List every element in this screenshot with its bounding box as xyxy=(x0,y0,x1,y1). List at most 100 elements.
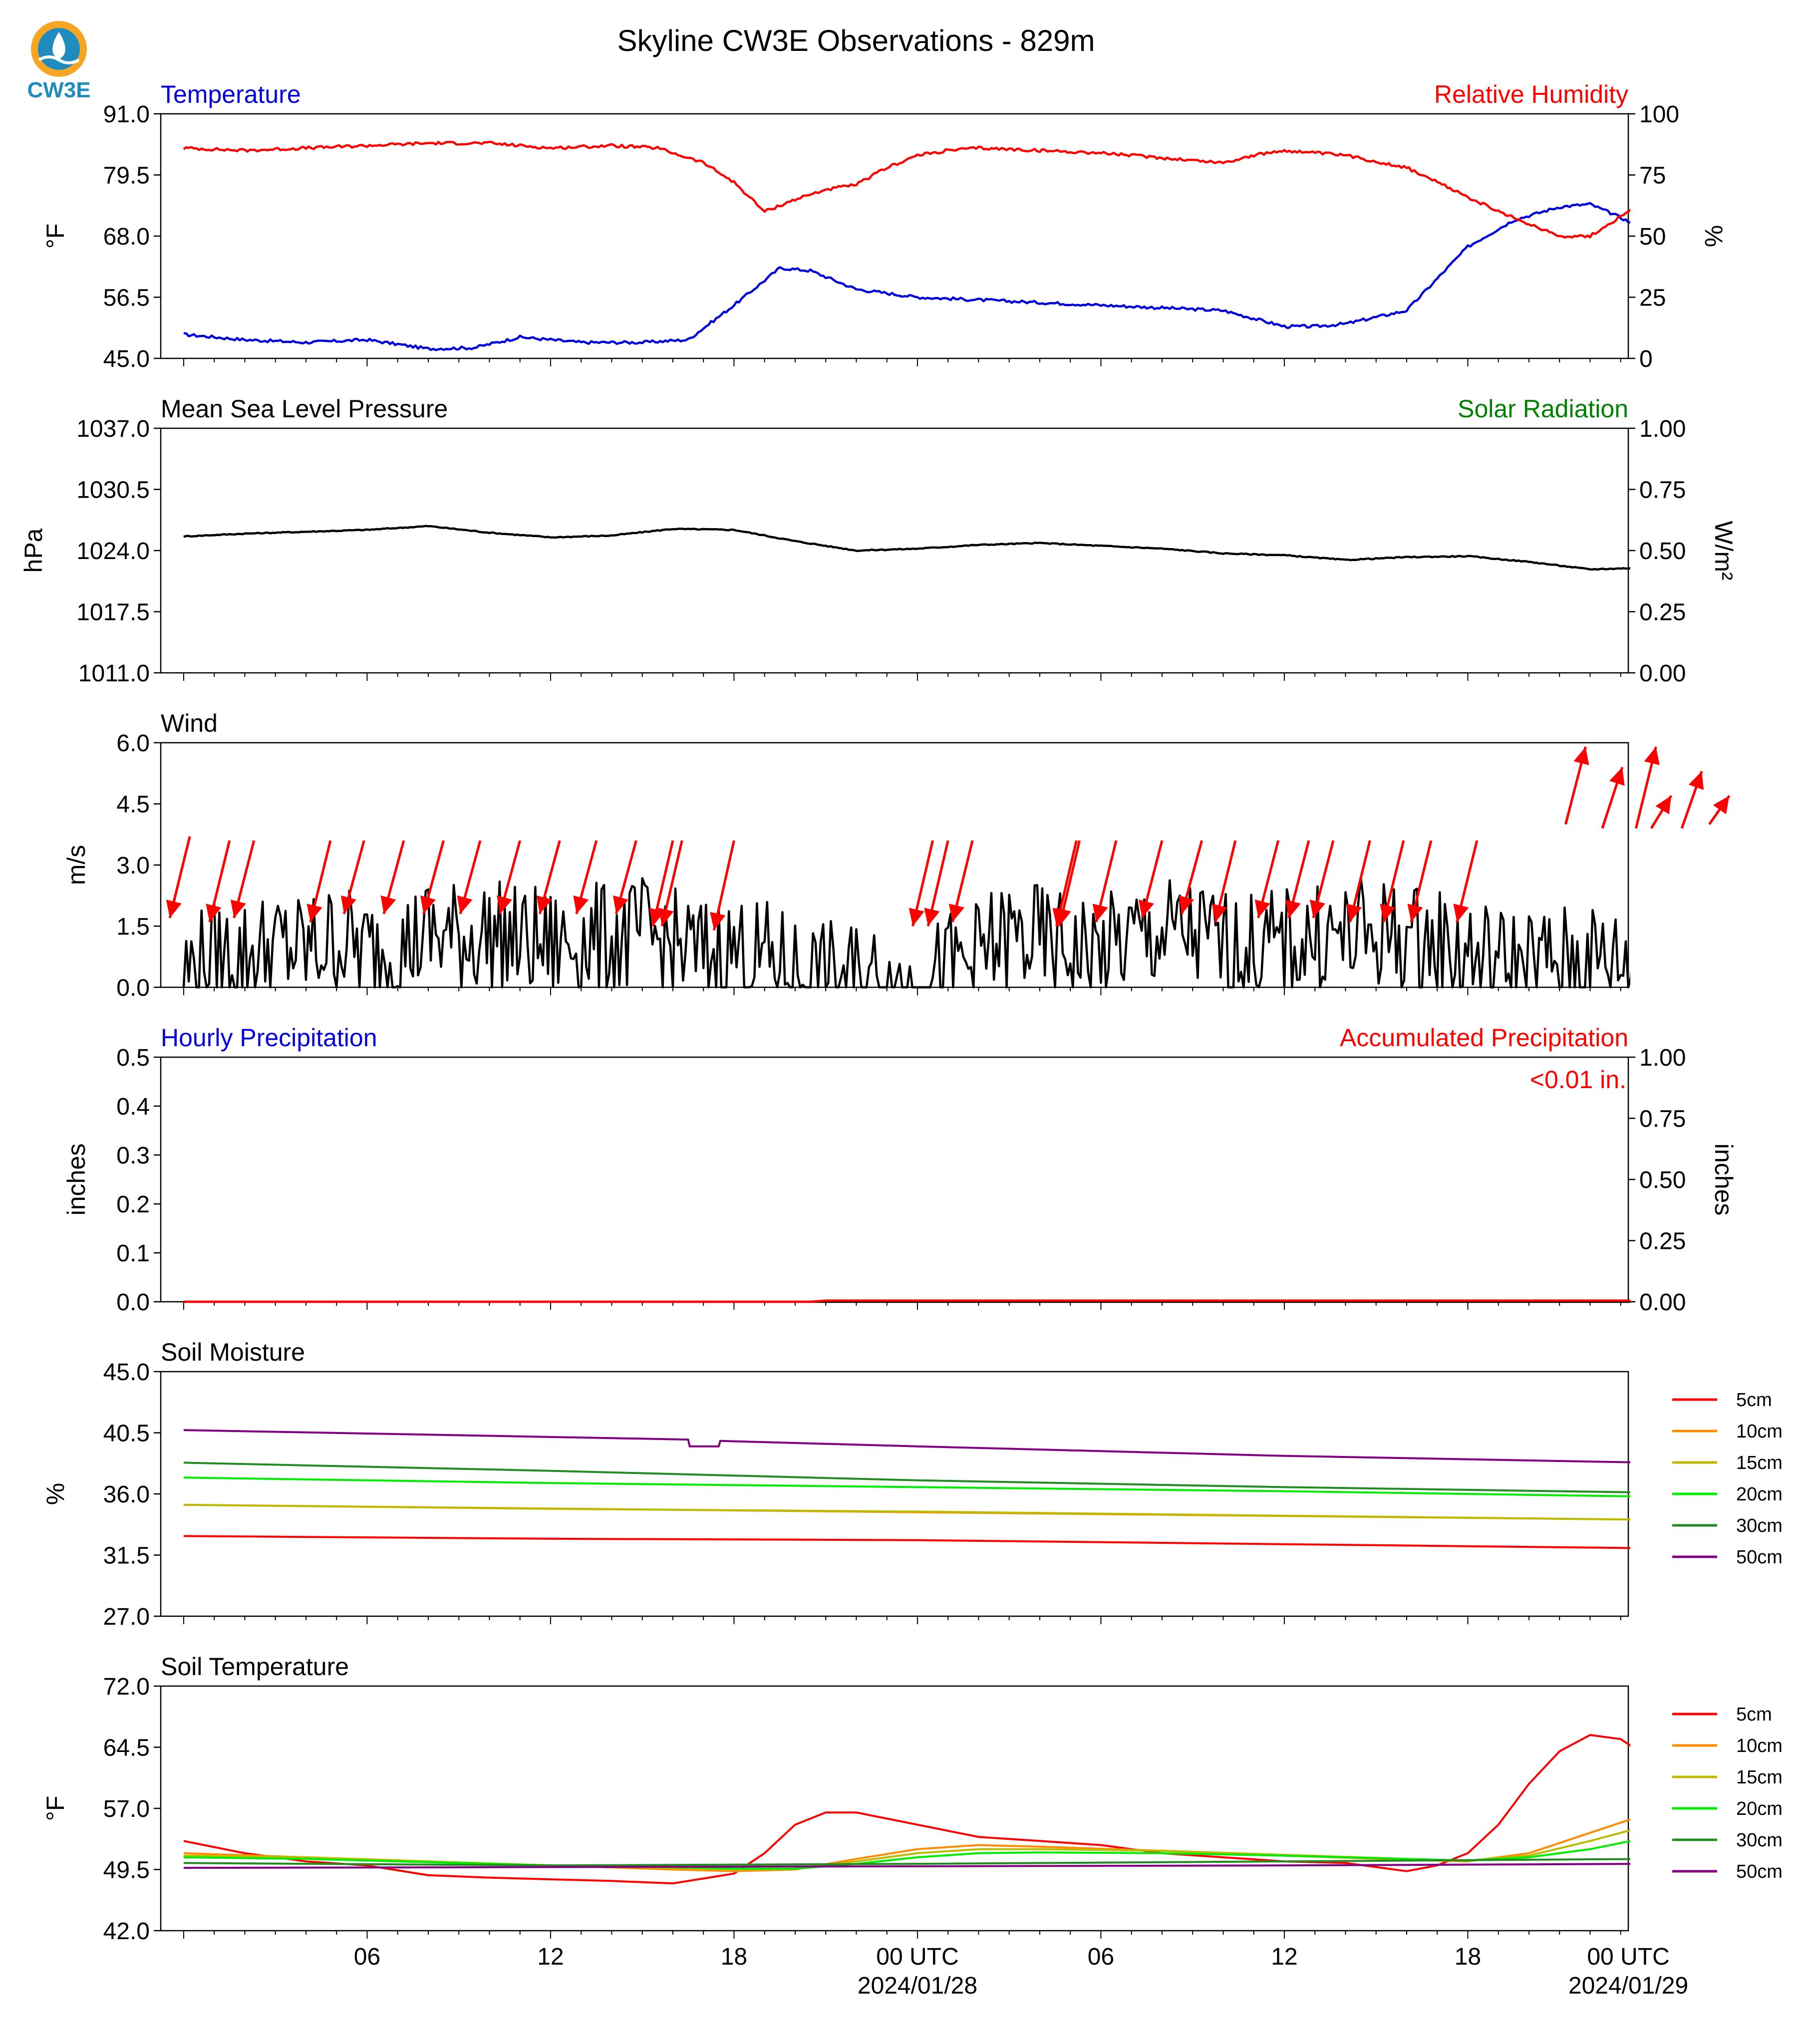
panel-left-label: Wind xyxy=(161,709,218,737)
panel-left-label: Hourly Precipitation xyxy=(161,1024,377,1052)
wind-arrow-head xyxy=(340,895,356,914)
series-line-50cm xyxy=(183,1863,1630,1869)
y2-tick-label: 0.75 xyxy=(1639,1106,1686,1133)
panel-6: Soil Temperature 42.0 49.5 57.0 64.5 72.0 °F 5c… xyxy=(41,1653,1783,1945)
panel-right-label: Solar Radiation xyxy=(1458,395,1628,423)
x-tick-label: 18 xyxy=(721,1944,747,1970)
x-tick-label: 00 UTC xyxy=(1587,1944,1669,1970)
series-line-left-axis xyxy=(182,876,1630,989)
series-line-right-axis xyxy=(183,140,1630,239)
wind-arrow-head xyxy=(573,895,589,914)
y-tick-label: 91.0 xyxy=(103,101,150,128)
y-axis-label: hPa xyxy=(19,528,47,573)
series-line-left-axis xyxy=(183,525,1630,571)
legend-entry-10cm: 10cm xyxy=(1736,1736,1783,1756)
y2-tick-label: 25 xyxy=(1639,285,1666,311)
series-group xyxy=(183,1429,1630,1549)
wind-arrow-head xyxy=(420,895,436,914)
y2-tick-label: 0.50 xyxy=(1639,1167,1686,1193)
y-tick-label: 0.4 xyxy=(116,1094,150,1120)
wind-arrow-head xyxy=(1092,903,1108,922)
y2-tick-label: 1.00 xyxy=(1639,1045,1686,1071)
series-group xyxy=(183,140,1630,351)
legend-entry-30cm: 30cm xyxy=(1736,1830,1783,1851)
series-line-15cm xyxy=(183,1829,1630,1871)
y-tick-label: 79.5 xyxy=(103,163,150,189)
panel-1: Temperature Relative Humidity 45.0 56.5 68.0… xyxy=(41,80,1728,372)
plot-frame xyxy=(160,427,1629,674)
y-tick-label: 68.0 xyxy=(103,224,150,250)
wind-arrow-head xyxy=(1254,899,1270,918)
legend-entry-20cm: 20cm xyxy=(1736,1484,1783,1505)
y2-tick-label: 0.25 xyxy=(1639,1228,1686,1255)
series-line-30cm xyxy=(183,1461,1630,1493)
panel-4: Hourly Precipitation Accumulated Precipit… xyxy=(62,1024,1738,1316)
wind-arrow-head xyxy=(497,895,513,914)
y-tick-label: 1011.0 xyxy=(78,660,150,687)
y-axis-label: % xyxy=(41,1483,69,1505)
y-tick-label: 36.0 xyxy=(103,1481,150,1508)
plot-frame xyxy=(160,1685,1629,1932)
legend-entry-30cm: 30cm xyxy=(1736,1515,1783,1536)
x-tick-label: 06 xyxy=(1088,1944,1114,1970)
wind-arrow-head xyxy=(1055,907,1071,926)
wind-arrow-head xyxy=(380,895,396,914)
y-tick-label: 1.5 xyxy=(116,914,150,940)
y2-tick-label: 75 xyxy=(1639,163,1666,189)
series-line-30cm xyxy=(183,1858,1630,1867)
precip-annotation: <0.01 in. xyxy=(1530,1066,1626,1094)
cw3e-logo-icon xyxy=(31,21,87,77)
x-tick-label: 12 xyxy=(537,1944,564,1970)
wind-arrow-head xyxy=(1346,903,1362,922)
wind-arrow-head xyxy=(948,903,964,922)
legend-entry-50cm: 50cm xyxy=(1736,1861,1783,1882)
y-tick-label: 0.0 xyxy=(116,975,150,1001)
y2-tick-label: 50 xyxy=(1639,224,1666,250)
wind-arrow-head xyxy=(924,907,940,926)
series-line-5cm xyxy=(183,1535,1630,1549)
panel-left-label: Temperature xyxy=(161,80,301,108)
wind-arrow-head xyxy=(536,895,552,914)
wind-arrow-head xyxy=(1285,899,1301,918)
y-tick-label: 42.0 xyxy=(103,1918,150,1945)
panels: Temperature Relative Humidity 45.0 56.5 68.0… xyxy=(19,80,1783,1945)
y-tick-label: 0.1 xyxy=(116,1240,150,1267)
wind-arrow-head xyxy=(658,907,674,926)
panel-2: Mean Sea Level Pressure Solar Radiation 10… xyxy=(19,395,1738,687)
wind-arrow-head xyxy=(1138,899,1154,918)
series-line-left-axis xyxy=(183,202,1630,351)
wind-arrow-head xyxy=(1688,771,1704,790)
y-tick-label: 57.0 xyxy=(103,1796,150,1822)
series-group xyxy=(183,1299,1630,1303)
y-tick-label: 1030.5 xyxy=(76,477,150,504)
panel-3: Wind 0.0 1.5 3.0 4.5 6.0 m/s xyxy=(62,709,1731,1001)
x-tick-label: 00 UTC xyxy=(876,1944,958,1970)
wind-arrow-head xyxy=(1713,796,1730,815)
wind-arrow-head xyxy=(306,903,322,922)
wind-arrow-head xyxy=(710,912,726,930)
panel-left-label: Soil Temperature xyxy=(161,1653,349,1681)
y-tick-label: 45.0 xyxy=(103,346,150,372)
wind-arrow-head xyxy=(1212,903,1227,922)
wind-arrow-head xyxy=(1644,747,1660,765)
y2-tick-label: 0.25 xyxy=(1639,599,1686,626)
series-line-50cm xyxy=(183,1429,1630,1463)
series-group xyxy=(183,1734,1630,1885)
wind-arrow-head xyxy=(1573,747,1589,766)
y-tick-label: 0.0 xyxy=(116,1289,150,1316)
wind-arrow-head xyxy=(1453,903,1469,922)
y2-tick-label: 0.00 xyxy=(1639,1289,1686,1316)
y-tick-label: 0.3 xyxy=(116,1143,150,1169)
y-tick-label: 49.5 xyxy=(103,1857,150,1884)
figure-title: Skyline CW3E Observations - 829m xyxy=(617,24,1095,57)
x-tick-label: 12 xyxy=(1271,1944,1297,1970)
y2-axis-label: W/m² xyxy=(1710,521,1738,580)
y-tick-label: 0.2 xyxy=(116,1191,150,1218)
legend-entry-15cm: 15cm xyxy=(1736,1767,1783,1788)
y-tick-label: 4.5 xyxy=(116,792,150,818)
series-line-15cm xyxy=(183,1503,1630,1521)
panel-left-label: Mean Sea Level Pressure xyxy=(161,395,448,423)
legend-entry-20cm: 20cm xyxy=(1736,1798,1783,1819)
x-date-label: 2024/01/29 xyxy=(1568,1973,1688,1999)
y2-tick-label: 100 xyxy=(1639,101,1679,128)
